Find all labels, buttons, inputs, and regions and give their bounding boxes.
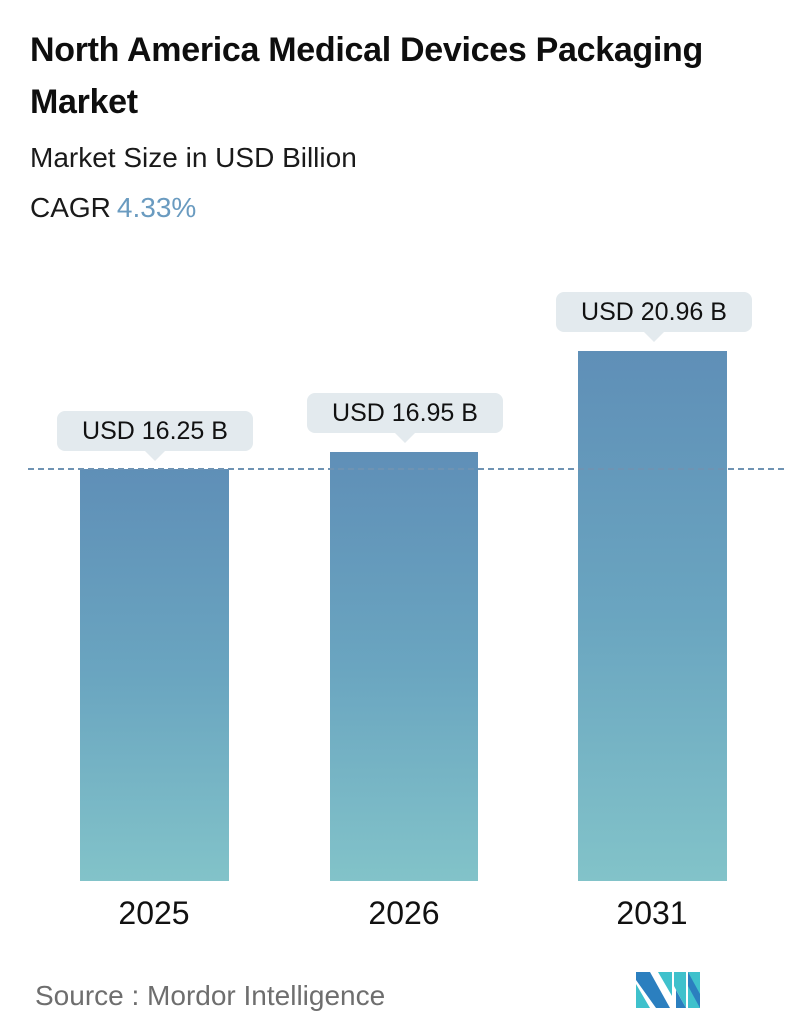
- data-label-2025: USD 16.25 B: [57, 411, 253, 461]
- x-tick-2026: 2026: [368, 895, 440, 931]
- x-tick-2025: 2025: [118, 895, 190, 931]
- bar-2031: [578, 351, 727, 881]
- cagr-annotation: CAGR 4.33%: [30, 190, 196, 226]
- source-credit: Source : Mordor Intelligence: [35, 980, 386, 1011]
- chart-subtitle: Market Size in USD Billion: [30, 142, 357, 173]
- cagr-value: 4.33%: [116, 192, 197, 223]
- x-tick-2031: 2031: [616, 895, 688, 931]
- data-label-2031: USD 20.96 B: [556, 292, 752, 342]
- chart-title: North America Medical Devices Packaging …: [30, 31, 703, 121]
- reference-dashed-line: [28, 468, 784, 470]
- bar-2026: [330, 452, 478, 881]
- bar-2025: [80, 469, 229, 881]
- cagr-label: CAGR: [30, 192, 111, 223]
- mordor-intelligence-logo-icon: [636, 972, 700, 1008]
- data-label-2026: USD 16.95 B: [307, 393, 503, 443]
